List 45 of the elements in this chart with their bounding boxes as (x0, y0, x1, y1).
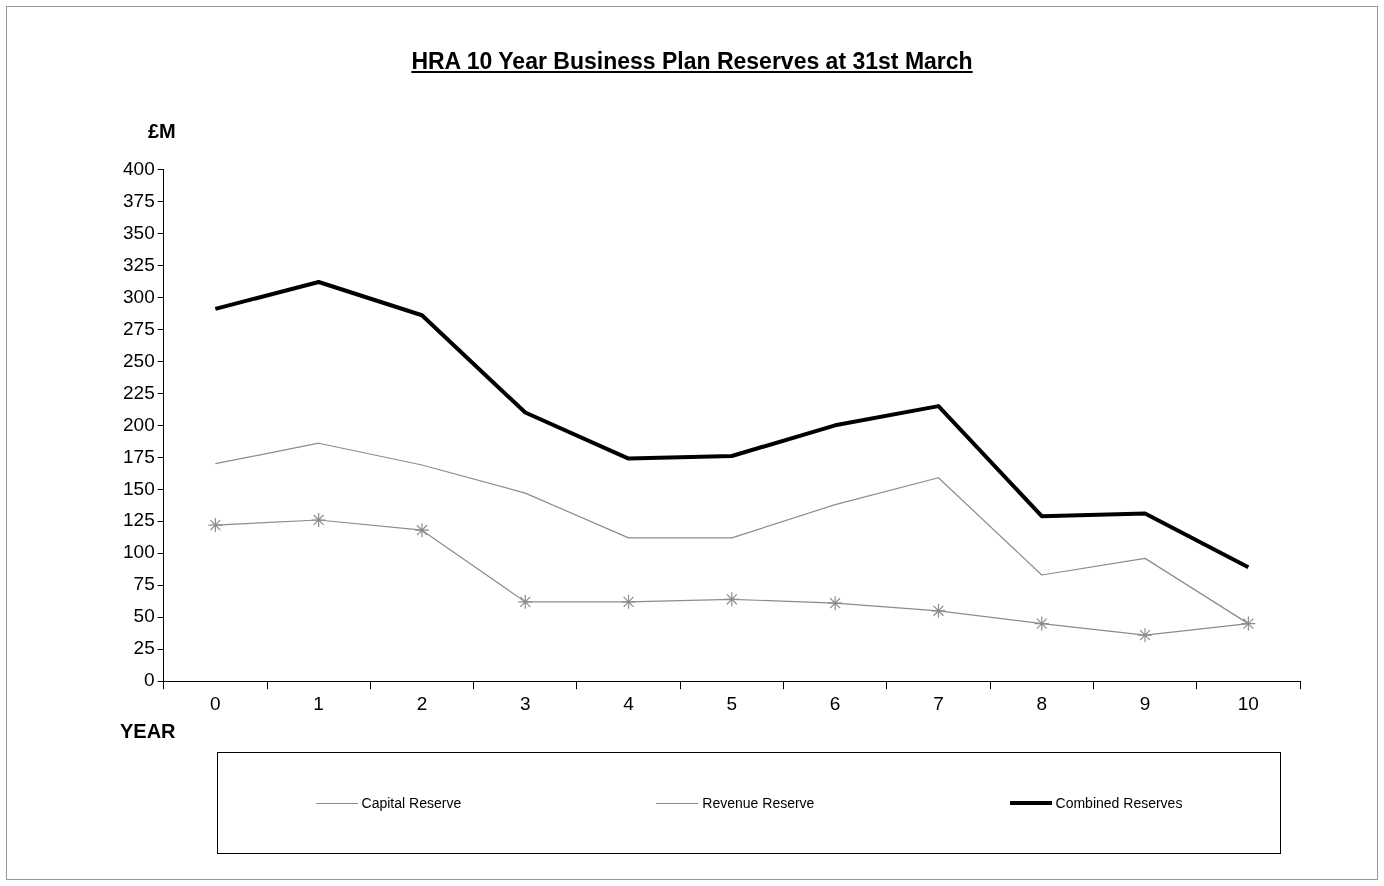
y-tick-label: 25 (133, 637, 155, 659)
point (620, 594, 637, 610)
y-tick-label: 125 (123, 509, 155, 531)
y-tick-label: 175 (123, 445, 155, 467)
point (517, 594, 533, 610)
x-tick-label: 9 (1139, 692, 1151, 714)
y-tick-label: 250 (123, 349, 155, 371)
point (930, 603, 947, 619)
legend-label: Capital Reserve (361, 795, 462, 811)
point (724, 591, 740, 607)
point (1240, 616, 1256, 632)
chart-title: HRA 10 Year Business Plan Reserves at 31st March (410, 48, 974, 75)
y-tick-label: 325 (123, 253, 155, 275)
point (1137, 627, 1153, 643)
x-tick-label: 5 (726, 692, 738, 714)
x-tick-label: 2 (416, 692, 428, 714)
y-tick-label: 225 (123, 381, 155, 403)
y-axis-title: £M (148, 120, 176, 143)
x-tick-label: 1 (313, 692, 324, 714)
y-tick-label: 100 (123, 541, 155, 563)
y-tick-label: 200 (123, 413, 155, 435)
y-tick-label: 0 (144, 669, 155, 691)
x-tick-label: 6 (829, 692, 841, 714)
point (827, 595, 843, 611)
y-tick-label: 300 (123, 285, 155, 307)
x-tick-label: 8 (1036, 692, 1048, 714)
y-tick-label: 400 (123, 157, 155, 179)
y-tick-label: 350 (123, 221, 155, 243)
y-tick-label: 50 (133, 605, 155, 627)
point (414, 522, 430, 538)
point (311, 512, 327, 528)
x-tick-label: 0 (210, 692, 221, 714)
legend-label: Revenue Reserve (702, 795, 815, 811)
x-tick-label: 10 (1237, 692, 1259, 714)
y-tick-label: 275 (123, 317, 155, 339)
y-tick-label: 75 (133, 573, 155, 595)
y-tick-label: 375 (123, 189, 155, 211)
legend-label: Combined Reserves (1055, 795, 1183, 811)
x-axis-title: YEAR (120, 720, 176, 743)
point (1034, 616, 1050, 632)
point (207, 517, 223, 533)
x-tick-label: 3 (519, 692, 531, 714)
x-tick-label: 4 (623, 692, 635, 714)
x-tick-label: 7 (933, 692, 944, 714)
y-tick-label: 150 (123, 477, 155, 499)
